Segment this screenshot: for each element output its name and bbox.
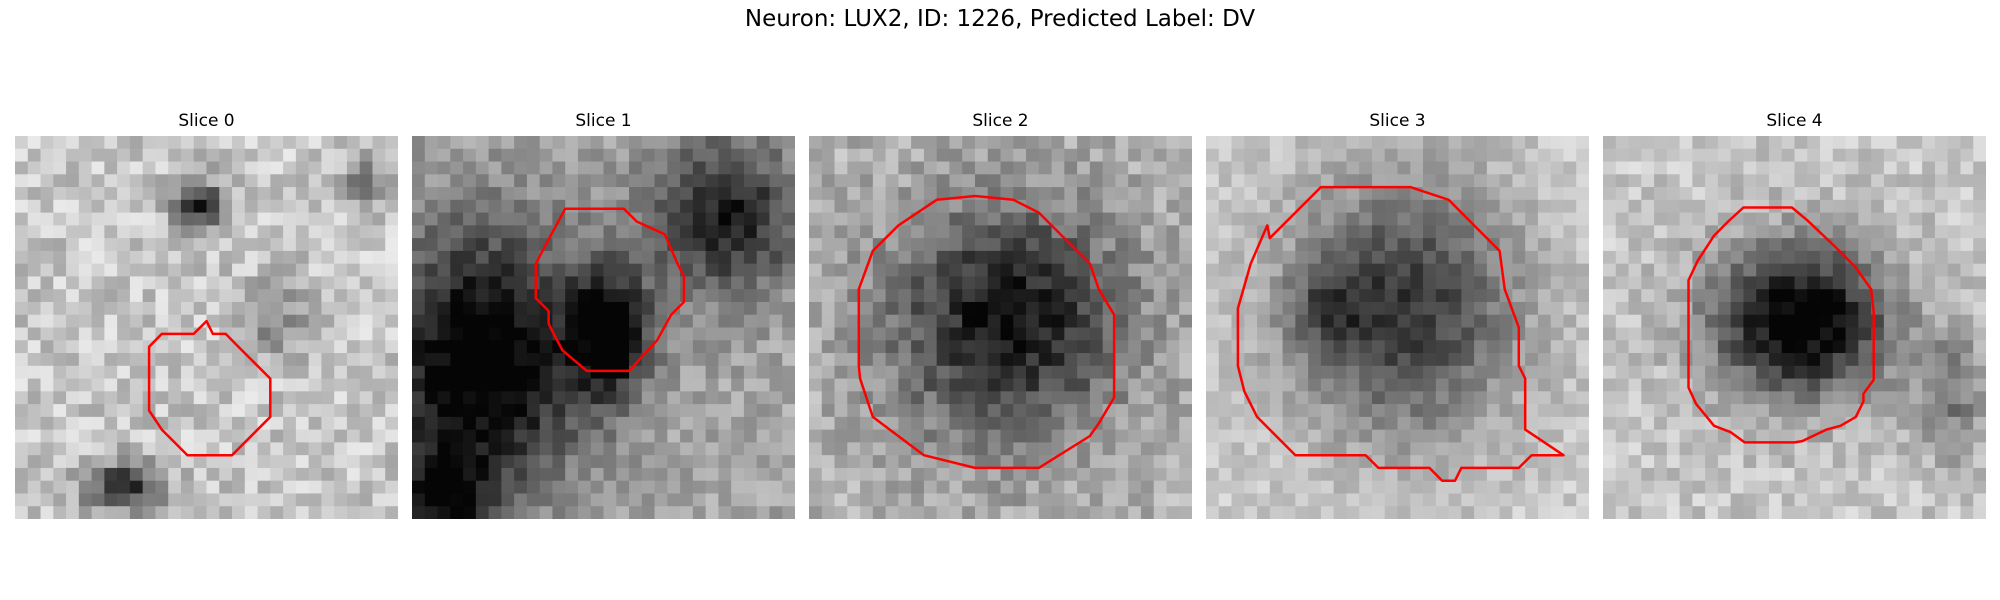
slice-image-0 [15, 136, 398, 519]
slice-image-4 [1603, 136, 1986, 519]
roi-contour-0 [147, 319, 272, 457]
slice-panel-3: Slice 3 [1206, 110, 1589, 519]
slice-panel-1: Slice 1 [412, 110, 795, 519]
slice-panel-4: Slice 4 [1603, 110, 1986, 519]
slice-title-3: Slice 3 [1369, 111, 1426, 131]
roi-contour-4 [1687, 206, 1875, 444]
slice-panel-0: Slice 0 [15, 110, 398, 519]
roi-contour-1 [534, 207, 686, 373]
slice-title-0: Slice 0 [178, 111, 235, 131]
slice-image-2 [809, 136, 1192, 519]
roi-contour-2 [857, 194, 1116, 470]
slice-image-3 [1206, 136, 1589, 519]
microscopy-slice-2 [809, 136, 1192, 519]
slice-title-2: Slice 2 [972, 111, 1029, 131]
roi-contour-3 [1236, 185, 1565, 482]
slice-title-4: Slice 4 [1766, 111, 1823, 131]
slice-panel-2: Slice 2 [809, 110, 1192, 519]
microscopy-slice-0 [15, 136, 398, 519]
microscopy-slice-3 [1206, 136, 1589, 519]
slice-title-1: Slice 1 [575, 111, 632, 131]
slice-image-1 [412, 136, 795, 519]
microscopy-slice-4 [1603, 136, 1986, 519]
microscopy-slice-1 [412, 136, 795, 519]
figure-title: Neuron: LUX2, ID: 1226, Predicted Label:… [744, 6, 1256, 32]
